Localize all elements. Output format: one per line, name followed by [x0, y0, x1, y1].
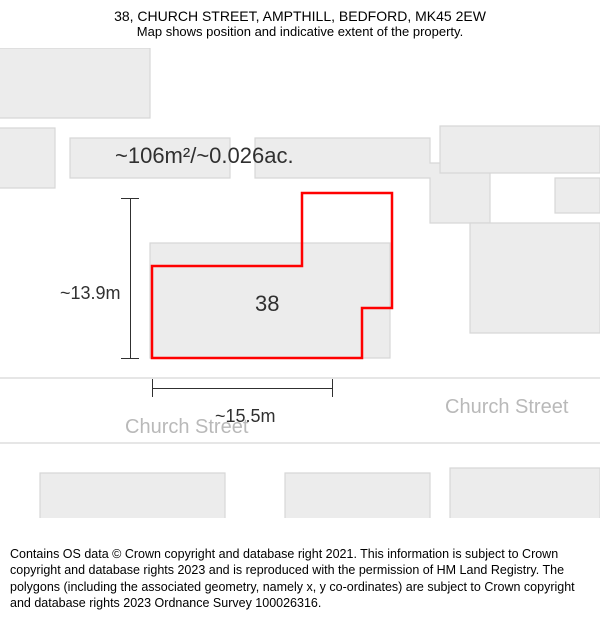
- vertical-dimension-label: ~13.9m: [60, 283, 121, 304]
- street-name-label: Church Street: [445, 396, 568, 419]
- page-title: 38, CHURCH STREET, AMPTHILL, BEDFORD, MK…: [10, 8, 590, 24]
- header: 38, CHURCH STREET, AMPTHILL, BEDFORD, MK…: [0, 0, 600, 43]
- page-subtitle: Map shows position and indicative extent…: [10, 24, 590, 39]
- area-label: ~106m²/~0.026ac.: [115, 143, 294, 169]
- street-name-label: Church Street: [125, 416, 248, 439]
- map-canvas: ~106m²/~0.026ac. 38 ~13.9m ~15.5m Church…: [0, 48, 600, 518]
- house-number-label: 38: [255, 291, 279, 317]
- copyright-footer: Contains OS data © Crown copyright and d…: [0, 538, 600, 625]
